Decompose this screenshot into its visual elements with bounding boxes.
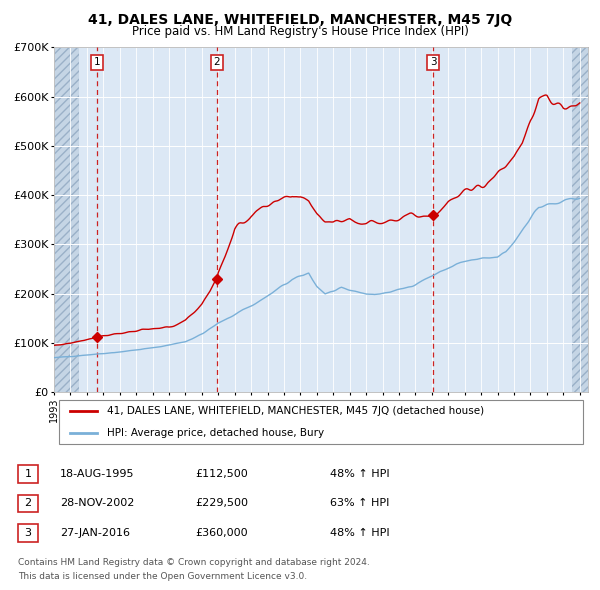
Text: 18-AUG-1995: 18-AUG-1995 <box>60 469 134 479</box>
Bar <box>54 47 79 392</box>
Text: 48% ↑ HPI: 48% ↑ HPI <box>330 469 389 479</box>
Text: 48% ↑ HPI: 48% ↑ HPI <box>330 528 389 538</box>
Text: 2: 2 <box>25 499 32 509</box>
Text: £360,000: £360,000 <box>195 528 248 538</box>
Text: 1: 1 <box>25 469 32 479</box>
Text: 3: 3 <box>430 57 436 67</box>
FancyBboxPatch shape <box>18 465 38 483</box>
Text: 28-NOV-2002: 28-NOV-2002 <box>60 499 134 509</box>
Text: £229,500: £229,500 <box>195 499 248 509</box>
Text: 3: 3 <box>25 528 32 538</box>
FancyBboxPatch shape <box>18 494 38 512</box>
Text: 41, DALES LANE, WHITEFIELD, MANCHESTER, M45 7JQ (detached house): 41, DALES LANE, WHITEFIELD, MANCHESTER, … <box>107 407 485 417</box>
FancyBboxPatch shape <box>59 400 583 444</box>
Text: This data is licensed under the Open Government Licence v3.0.: This data is licensed under the Open Gov… <box>18 572 307 581</box>
Text: 1: 1 <box>94 57 100 67</box>
Text: 27-JAN-2016: 27-JAN-2016 <box>60 528 130 538</box>
Text: £112,500: £112,500 <box>195 469 248 479</box>
FancyBboxPatch shape <box>18 524 38 542</box>
Text: 63% ↑ HPI: 63% ↑ HPI <box>330 499 389 509</box>
Text: HPI: Average price, detached house, Bury: HPI: Average price, detached house, Bury <box>107 428 325 438</box>
Text: Contains HM Land Registry data © Crown copyright and database right 2024.: Contains HM Land Registry data © Crown c… <box>18 558 370 567</box>
Text: Price paid vs. HM Land Registry's House Price Index (HPI): Price paid vs. HM Land Registry's House … <box>131 25 469 38</box>
Text: 41, DALES LANE, WHITEFIELD, MANCHESTER, M45 7JQ: 41, DALES LANE, WHITEFIELD, MANCHESTER, … <box>88 13 512 27</box>
Text: 2: 2 <box>214 57 220 67</box>
Bar <box>572 47 588 392</box>
